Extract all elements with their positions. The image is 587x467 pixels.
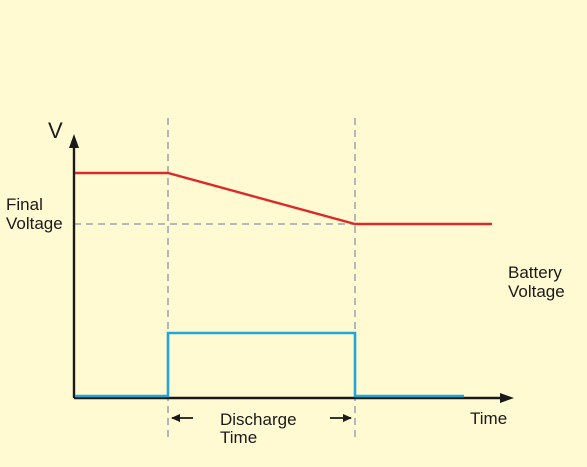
y-axis-arrowhead [69, 134, 79, 148]
battery-voltage-label-line1: Battery [508, 263, 562, 282]
x-axis-arrowhead [500, 393, 514, 403]
discharge-pulse-trace [75, 331, 464, 398]
discharge-time-label-line2: Time [220, 428, 257, 447]
final-voltage-label-line2: Voltage [6, 214, 63, 233]
x-axis-label: Time [470, 409, 507, 428]
battery-voltage-trace [75, 171, 492, 226]
discharge-time-label-line1: Discharge [220, 410, 297, 429]
battery-voltage-label-line2: Voltage [508, 282, 565, 301]
final-voltage-label-line1: Final [6, 195, 43, 214]
y-axis-label: V [48, 118, 63, 143]
